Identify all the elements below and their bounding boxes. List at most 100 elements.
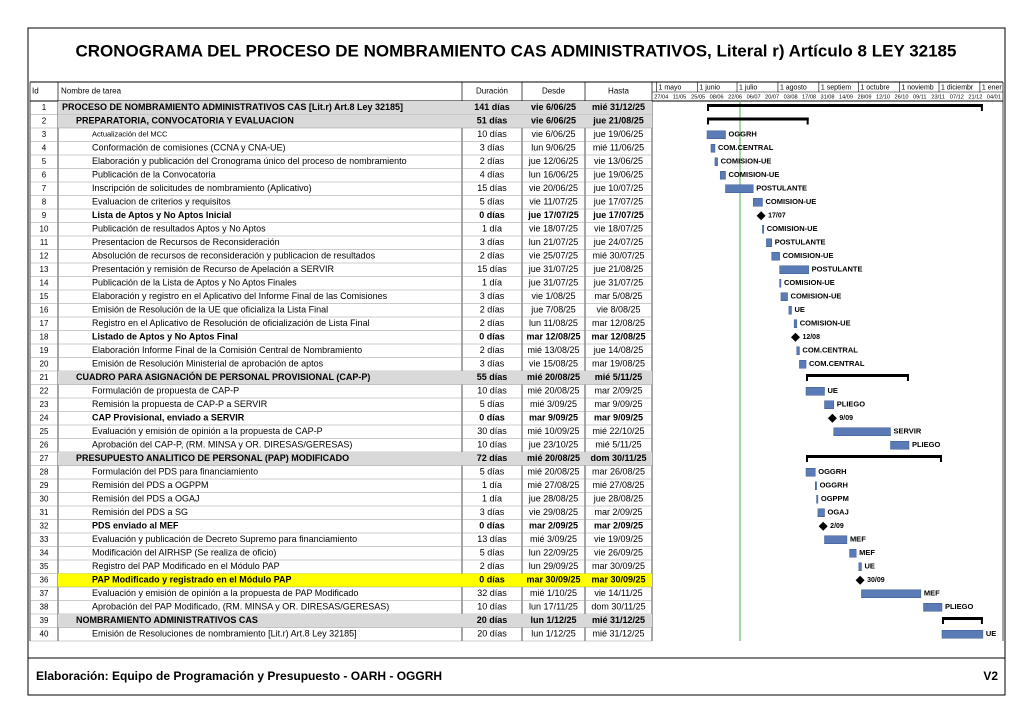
week-label: 21/12 (968, 94, 982, 100)
task-start: lun 1/12/25 (530, 615, 576, 625)
task-end: mié 30/07/25 (592, 251, 644, 261)
task-duration: 10 días (477, 440, 507, 450)
week-label: 06/07 (747, 94, 761, 100)
task-start: vie 1/08/25 (531, 291, 575, 301)
week-label: 14/09 (839, 94, 853, 100)
week-label: 17/08 (802, 94, 816, 100)
task-name: PREPARATORIA, CONVOCATORIA Y EVALUACION (76, 116, 294, 126)
task-duration: 141 días (474, 102, 510, 112)
task-id: 30 (40, 494, 49, 503)
frame (27, 27, 1006, 696)
task-id: 32 (40, 521, 49, 530)
task-name: Presentacion de Recursos de Reconsiderac… (92, 237, 280, 247)
task-start: lun 22/09/25 (529, 548, 579, 558)
column-header: Duración (476, 87, 508, 96)
task-id: 31 (40, 508, 49, 517)
month-label: 1 ener (982, 84, 1003, 91)
task-name: Evaluación y emisión de opinión a la pro… (92, 588, 358, 598)
task-start: vie 18/07/25 (529, 224, 578, 234)
task-duration: 10 días (477, 129, 507, 139)
task-duration: 32 días (477, 588, 507, 598)
task-start: mié 20/08/25 (527, 386, 579, 396)
summary-bar (806, 455, 942, 458)
task-name: Elaboración Informe Final de la Comisión… (92, 345, 362, 355)
task-bar (890, 441, 910, 450)
week-label: 08/06 (710, 94, 724, 100)
task-end: jue 14/08/25 (593, 345, 644, 355)
task-end: vie 14/11/25 (594, 588, 642, 598)
milestone-label: 17/07 (768, 213, 786, 220)
week-label: 22/06 (728, 94, 742, 100)
task-bar (779, 279, 782, 288)
task-id: 7 (42, 184, 47, 193)
task-start: lun 16/06/25 (529, 170, 579, 180)
task-duration: 0 días (479, 521, 505, 531)
task-id: 15 (40, 292, 49, 301)
row-highlight (58, 573, 652, 587)
task-id: 23 (40, 400, 49, 409)
task-end: mar 9/09/25 (594, 413, 643, 423)
task-end: mar 2/09/25 (594, 521, 643, 531)
task-start: jue 31/07/25 (528, 264, 579, 274)
task-end: mié 5/11/25 (595, 372, 643, 382)
task-end: mié 31/12/25 (592, 615, 645, 625)
resource-label: OGGRH (729, 130, 757, 139)
task-id: 12 (40, 251, 49, 260)
row-highlight (58, 101, 652, 115)
task-name: NOMBRAMIENTO ADMINISTRATIVOS CAS (76, 615, 258, 625)
summary-cap (941, 617, 944, 624)
task-end: mié 11/06/25 (593, 143, 644, 153)
task-start: mié 1/10/25 (530, 588, 577, 598)
task-start: vie 11/07/25 (529, 197, 577, 207)
task-name: Remisión del PDS a OGPPM (92, 480, 209, 490)
row-highlight (58, 452, 652, 466)
task-end: jue 24/07/25 (593, 237, 644, 247)
week-label: 09/11 (913, 94, 927, 100)
resource-label: POSTULANTE (812, 265, 863, 274)
row-highlight (58, 371, 652, 385)
task-name: Actualización del MCC (92, 130, 168, 139)
task-start: mié 3/09/25 (530, 534, 577, 544)
resource-label: COM.CENTRAL (718, 143, 774, 152)
task-id: 38 (40, 602, 49, 611)
task-name: Registro en el Aplicativo de Resolución … (92, 318, 370, 328)
task-end: mar 2/09/25 (594, 386, 642, 396)
task-duration: 1 día (482, 278, 502, 288)
task-bar (824, 400, 834, 409)
task-bar (858, 562, 862, 571)
summary-cap (806, 455, 809, 462)
task-id: 10 (40, 224, 49, 233)
summary-cap (980, 104, 983, 111)
resource-label: MEF (850, 535, 866, 544)
task-name: Evaluación y publicación de Decreto Supr… (92, 534, 357, 544)
task-duration: 20 días (477, 629, 507, 639)
week-label: 26/10 (894, 94, 908, 100)
milestone (855, 575, 865, 585)
task-bar (923, 603, 943, 612)
task-name: PRESUPUESTO ANALITICO DE PERSONAL (PAP) … (76, 453, 349, 463)
week-label: 03/08 (784, 94, 798, 100)
resource-label: COMISION-UE (721, 157, 772, 166)
milestone-label: 2/09 (830, 523, 844, 530)
task-id: 35 (40, 562, 49, 571)
task-start: jue 17/07/25 (527, 210, 579, 220)
resource-label: COMISION-UE (783, 251, 834, 260)
task-start: lun 29/09/25 (529, 561, 579, 571)
task-duration: 72 días (477, 453, 508, 463)
task-duration: 1 día (482, 224, 502, 234)
week-label: 31/08 (821, 94, 835, 100)
task-start: mié 27/08/25 (527, 480, 579, 490)
task-duration: 55 días (477, 372, 508, 382)
task-end: mié 22/10/25 (592, 426, 644, 436)
resource-label: COM.CENTRAL (809, 359, 865, 368)
task-duration: 3 días (480, 237, 505, 247)
task-end: dom 30/11/25 (591, 602, 645, 612)
task-end: jue 31/07/25 (593, 278, 644, 288)
footer-text: Elaboración: Equipo de Programación y Pr… (36, 669, 442, 683)
task-duration: 51 días (477, 116, 508, 126)
task-start: mar 2/09/25 (529, 521, 578, 531)
task-bar (796, 346, 800, 355)
task-bar (816, 495, 819, 504)
resource-label: POSTULANTE (775, 238, 826, 247)
task-duration: 0 días (479, 575, 505, 585)
